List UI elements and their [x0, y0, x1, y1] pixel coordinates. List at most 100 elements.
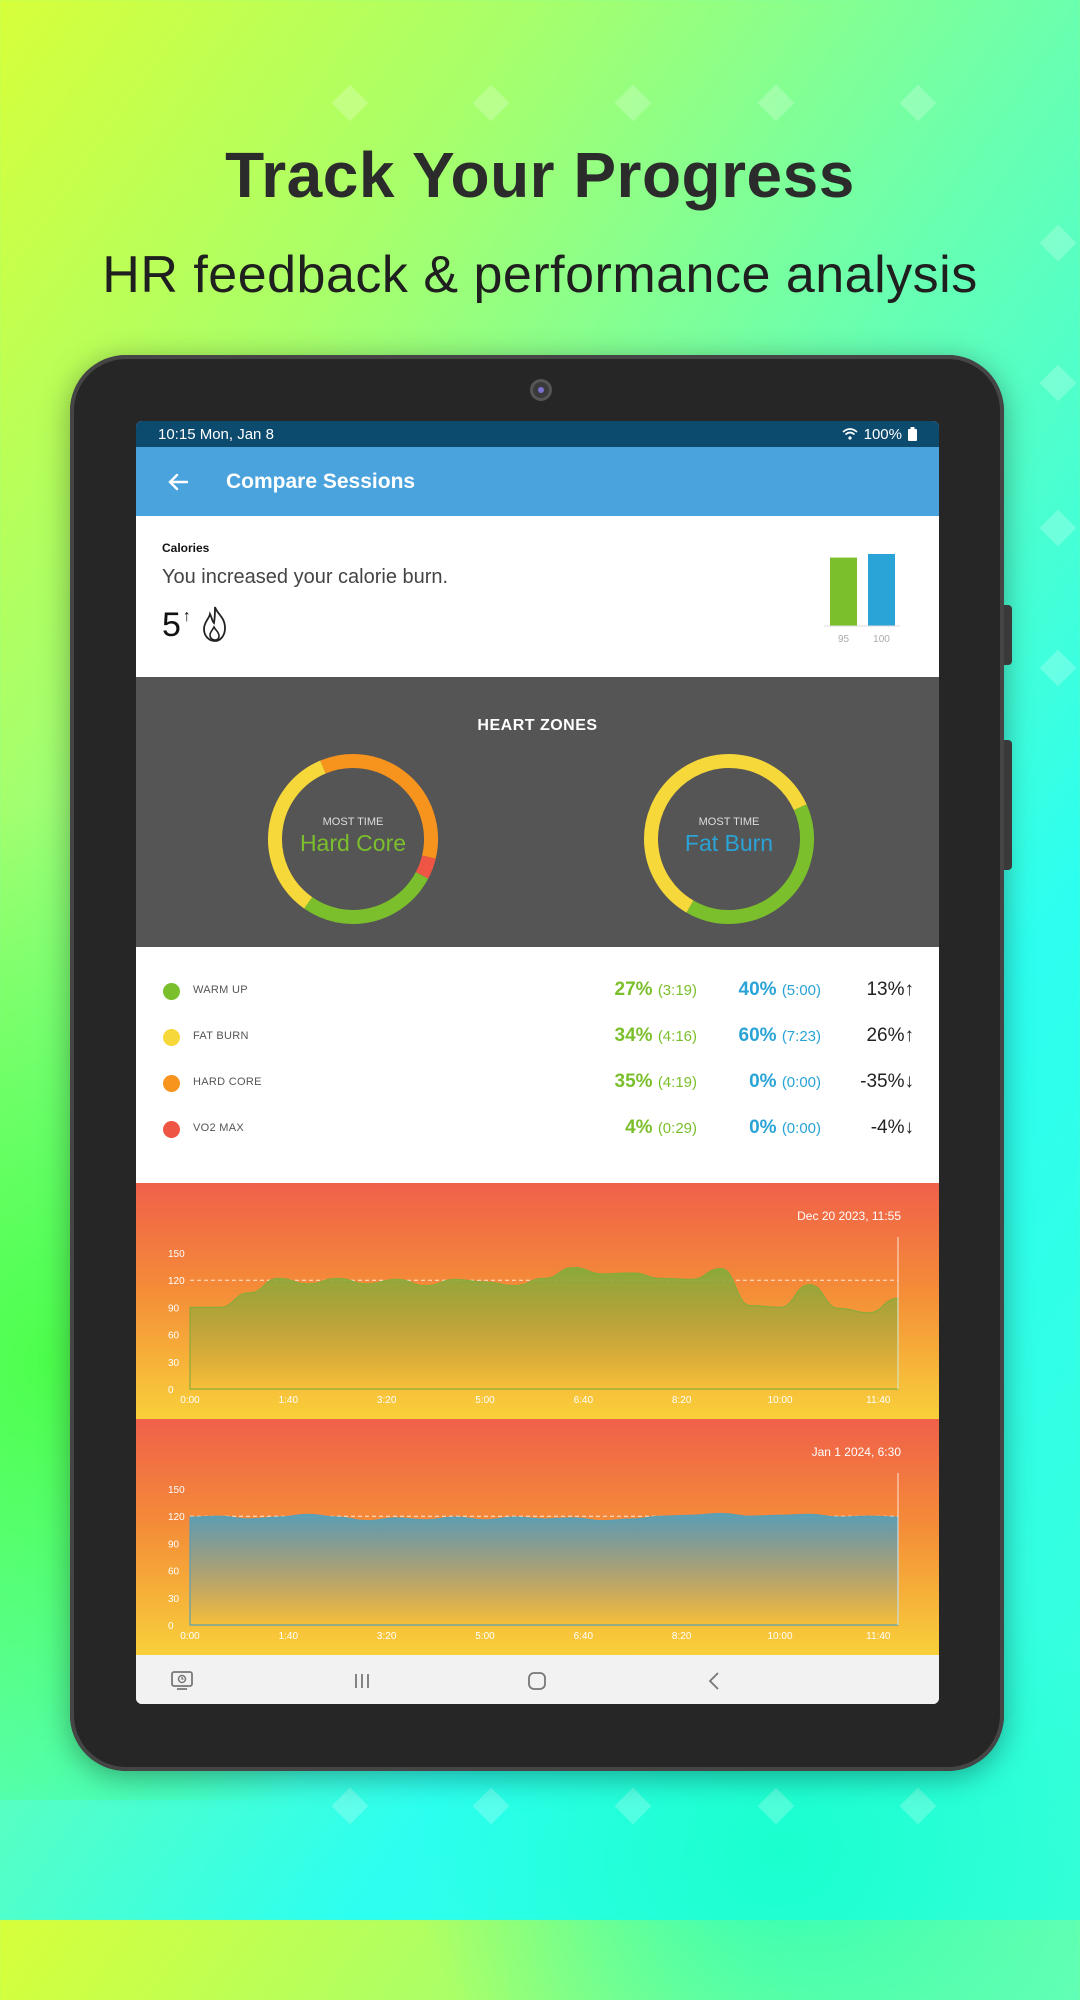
calorie-bar	[868, 554, 895, 626]
home-icon	[528, 1672, 546, 1690]
x-tick-label: 0:00	[180, 1631, 200, 1642]
y-tick-label: 60	[168, 1331, 180, 1342]
power-button	[1004, 740, 1012, 870]
session-2-value: 0% (0:00)	[749, 1071, 821, 1092]
x-tick-label: 6:40	[574, 1631, 594, 1642]
x-tick-label: 3:20	[377, 1631, 397, 1642]
x-tick-label: 3:20	[377, 1395, 397, 1406]
donut-1-caption: MOST TIME	[322, 815, 384, 828]
session-2-value: 0% (0:00)	[749, 1117, 821, 1138]
hr-chart-session-2: Jan 1 2024, 6:30 150 120 90 60 30 0 0:00 1:40 3:…	[136, 1419, 939, 1655]
chart-2-date: Jan 1 2024, 6:30	[811, 1445, 901, 1459]
zone-color-dot	[163, 1075, 180, 1092]
heart-zones-panel: HEART ZONES MOST TIME Hard Core MOST TIM…	[136, 677, 939, 947]
x-tick-label: 10:00	[767, 1631, 792, 1642]
donut-1-zone: Hard Core	[299, 829, 407, 856]
app-bar: Compare Sessions	[136, 447, 939, 516]
donut-segment-warm-up	[686, 804, 814, 924]
battery-icon	[908, 427, 917, 441]
recent-apps-shortcut-button[interactable]	[162, 1665, 202, 1697]
y-tick-label: 30	[168, 1594, 180, 1605]
donut-2-zone: Fat Burn	[684, 829, 774, 856]
promo-headline: Track Your Progress	[225, 139, 855, 211]
back-arrow-icon	[168, 473, 188, 490]
y-tick-label: 90	[168, 1539, 180, 1550]
donut-segment-vo2-max	[415, 855, 436, 879]
flame-icon	[203, 606, 226, 642]
zone-row-fat-burn: FAT BURN 34% (4:16) 60% (7:23) 26%↑	[136, 1017, 939, 1057]
x-tick-label: 0:00	[180, 1395, 200, 1406]
session-1-value: 34% (4:16)	[614, 1025, 698, 1046]
x-tick-label: 6:40	[574, 1395, 594, 1406]
donut-segment-fat-burn	[268, 760, 326, 909]
volume-button	[1004, 605, 1012, 665]
recents-button[interactable]	[342, 1665, 382, 1697]
zone-color-dot	[163, 983, 180, 1000]
home-button[interactable]	[517, 1665, 557, 1697]
donut-segment-hard-core	[320, 754, 438, 859]
zone-name: HARD CORE	[193, 1076, 262, 1088]
x-tick-label: 8:20	[672, 1395, 692, 1406]
hr-chart-2-plot: 150 120 90 60 30 0 0:00 1:40 3:20 5:00 6:40 8:20 10:…	[168, 1473, 899, 1642]
calories-label: Calories	[162, 541, 210, 555]
donut-session-1: MOST TIME Hard Core	[263, 749, 443, 934]
screen-title: Compare Sessions	[226, 469, 416, 493]
y-tick-label: 0	[168, 1621, 174, 1632]
zone-comparison-table: WARM UP 27% (3:19) 40% (5:00) 13%↑ FAT B…	[136, 947, 939, 1183]
zone-change: -4%↓	[870, 1117, 914, 1138]
hr-chart-1-plot: 150 120 90 60 30 0 0:00 1:40 3:20 5:00 6:40 8:20 10:…	[168, 1237, 899, 1406]
arrow-up-icon: ↑	[182, 608, 191, 625]
back-nav-icon	[708, 1672, 719, 1690]
calories-change-number: 5	[162, 606, 181, 644]
session-1-value: 4% (0:29)	[625, 1117, 697, 1138]
y-tick-label: 150	[168, 1249, 185, 1260]
session-1-value: 35% (4:19)	[614, 1071, 698, 1092]
y-tick-label: 90	[168, 1303, 180, 1314]
heart-zones-title: HEART ZONES	[477, 717, 598, 734]
x-tick-label: 11:40	[866, 1631, 891, 1642]
chart-1-date: Dec 20 2023, 11:55	[797, 1209, 901, 1223]
system-nav-bar	[136, 1655, 939, 1704]
app-screen: 10:15 Mon, Jan 8 100% Compare Sessions C…	[136, 421, 939, 1704]
y-tick-label: 60	[168, 1567, 180, 1578]
donut-segment-fat-burn	[644, 754, 807, 913]
zone-change: -35%↓	[860, 1071, 914, 1092]
camera-icon	[530, 379, 552, 401]
donut-session-2: MOST TIME Fat Burn	[639, 749, 819, 934]
x-tick-label: 8:20	[672, 1631, 692, 1642]
zone-name: WARM UP	[193, 984, 248, 996]
x-tick-label: 5:00	[475, 1395, 495, 1406]
hr-area-series	[189, 1266, 899, 1390]
y-tick-label: 120	[168, 1512, 185, 1523]
hr-area-series	[189, 1512, 899, 1626]
zone-name: FAT BURN	[193, 1030, 249, 1042]
session-2-value: 60% (7:23)	[738, 1025, 822, 1046]
zone-row-vo2-max: VO2 MAX 4% (0:29) 0% (0:00) -4%↓	[136, 1109, 939, 1149]
session-1-value: 27% (3:19)	[614, 979, 698, 1000]
x-tick-label: 1:40	[279, 1631, 299, 1642]
x-tick-label: 1:40	[279, 1395, 299, 1406]
x-tick-label: 10:00	[767, 1395, 792, 1406]
x-tick-label: 11:40	[866, 1395, 891, 1406]
calories-message: You increased your calorie burn.	[162, 566, 449, 588]
calorie-bar-label: 95	[838, 634, 850, 644]
hr-chart-session-1: Dec 20 2023, 11:55 150 120 90 60 30 0 0:00 1:40…	[136, 1183, 939, 1419]
calorie-bar	[830, 557, 857, 626]
session-2-value: 40% (5:00)	[738, 979, 822, 1000]
back-nav-button[interactable]	[694, 1665, 734, 1697]
zone-row-hard-core: HARD CORE 35% (4:19) 0% (0:00) -35%↓	[136, 1063, 939, 1103]
zone-change: 13%↑	[866, 979, 914, 1000]
back-button[interactable]	[148, 447, 208, 516]
wifi-icon	[842, 428, 858, 440]
zone-row-warm-up: WARM UP 27% (3:19) 40% (5:00) 13%↑	[136, 971, 939, 1011]
zone-name: VO2 MAX	[193, 1122, 245, 1134]
recent-apps-shortcut-icon	[171, 1671, 193, 1690]
y-tick-label: 30	[168, 1358, 180, 1369]
y-tick-label: 120	[168, 1276, 185, 1287]
calories-change-value: 5 ↑	[162, 606, 191, 645]
calories-bar-chart: 95 100	[824, 554, 900, 644]
x-tick-label: 5:00	[475, 1631, 495, 1642]
battery-percent: 100%	[863, 425, 902, 443]
zone-color-dot	[163, 1121, 180, 1138]
donut-2-caption: MOST TIME	[698, 815, 760, 828]
